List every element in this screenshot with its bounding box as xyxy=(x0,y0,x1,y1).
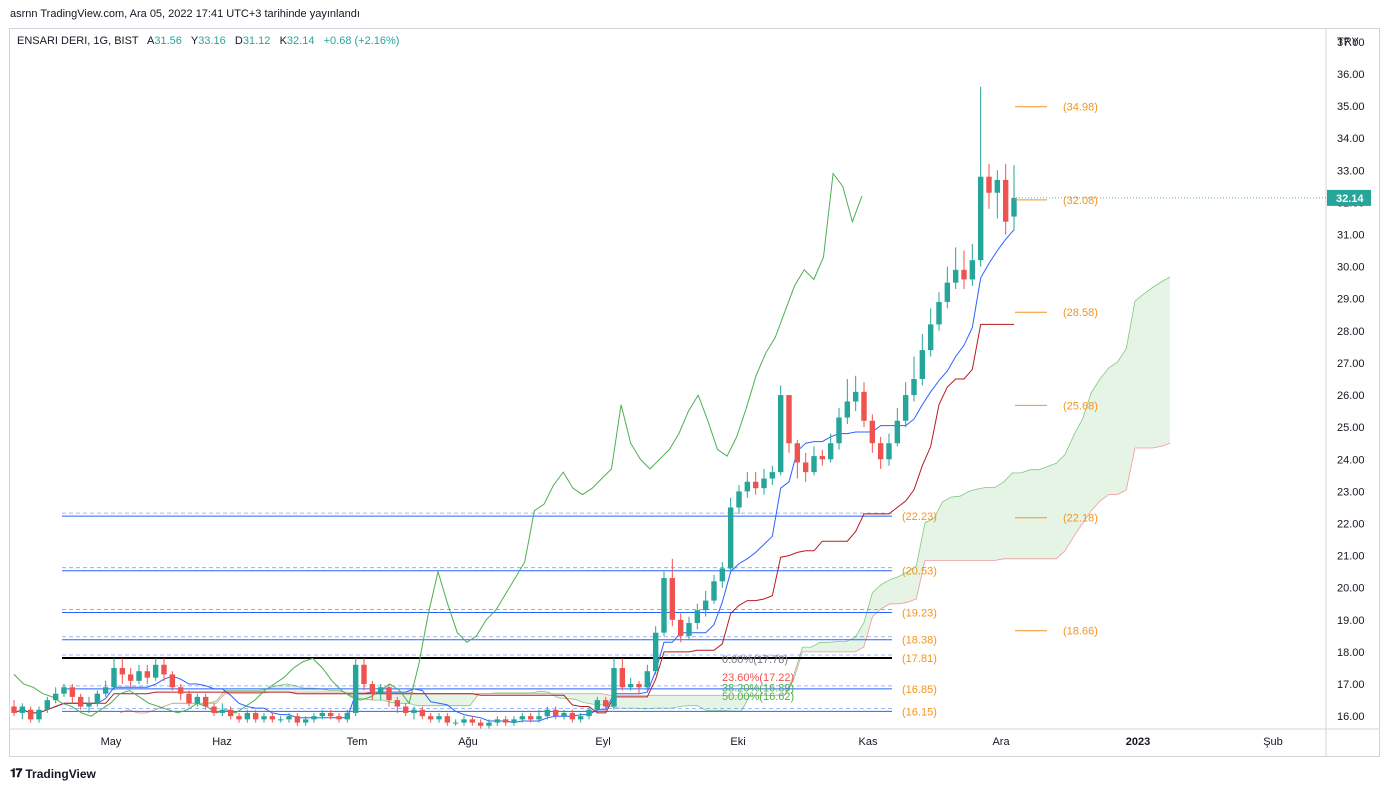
chart-frame xyxy=(9,28,1380,757)
footer-brand[interactable]: 𝟏𝟕 TradingView xyxy=(10,766,96,781)
close-value: 32.14 xyxy=(286,35,315,47)
high-value: 33.16 xyxy=(198,35,226,47)
close-label: K xyxy=(279,35,287,47)
symbol-name[interactable]: ENSARI DERI, 1G, BIST xyxy=(17,35,139,47)
change-value: +0.68 (+2.16%) xyxy=(323,35,400,47)
open-label: A xyxy=(147,35,155,47)
published-info: asrnn TradingView.com, Ara 05, 2022 17:4… xyxy=(10,8,360,20)
low-value: 31.12 xyxy=(242,35,271,47)
high-label: Y xyxy=(190,35,199,47)
low-label: D xyxy=(234,35,243,47)
open-value: 31.56 xyxy=(154,35,182,47)
tradingview-logo-icon: 𝟏𝟕 xyxy=(10,766,22,780)
brand-name: TradingView xyxy=(25,766,96,781)
symbol-legend: ENSARI DERI, 1G, BIST A31.56 Y33.16 D31.… xyxy=(17,35,399,47)
